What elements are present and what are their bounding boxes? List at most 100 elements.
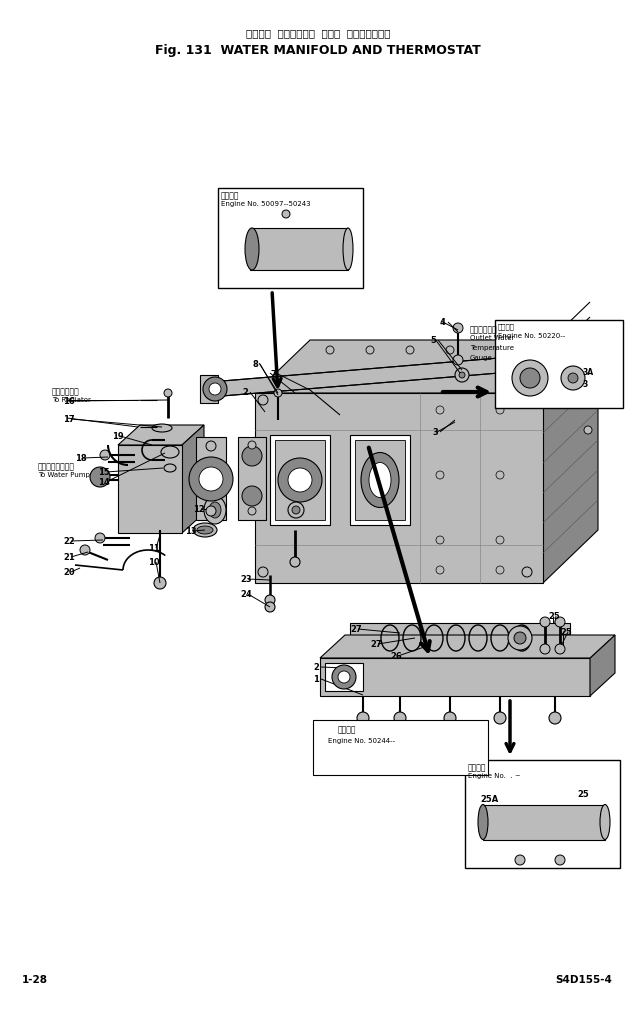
Polygon shape [483, 805, 605, 840]
Bar [320, 658, 590, 696]
Ellipse shape [369, 462, 391, 498]
Circle shape [292, 506, 300, 514]
Text: ウォータ  マニホールド  および  サーモスタット: ウォータ マニホールド および サーモスタット [245, 28, 391, 38]
Text: 2: 2 [313, 663, 319, 672]
Circle shape [209, 383, 221, 395]
Ellipse shape [209, 502, 221, 518]
Text: 25: 25 [560, 628, 572, 637]
Circle shape [514, 632, 526, 644]
Text: 18: 18 [75, 454, 86, 463]
Text: Gauge: Gauge [470, 355, 493, 361]
Circle shape [436, 566, 444, 574]
Text: 1: 1 [313, 675, 319, 684]
Circle shape [522, 395, 532, 405]
Text: 7: 7 [270, 370, 276, 379]
Text: 12: 12 [193, 505, 205, 514]
Circle shape [540, 617, 550, 627]
Bar [325, 663, 363, 691]
Polygon shape [590, 635, 615, 696]
Bar [350, 648, 570, 661]
Circle shape [357, 712, 369, 724]
Text: 21: 21 [63, 553, 75, 562]
Circle shape [206, 506, 216, 516]
Circle shape [80, 545, 90, 555]
Circle shape [555, 644, 565, 654]
Polygon shape [250, 228, 348, 270]
Circle shape [568, 373, 578, 383]
Circle shape [444, 712, 456, 724]
Circle shape [406, 346, 414, 354]
Circle shape [496, 566, 504, 574]
Text: 11: 11 [148, 544, 160, 553]
Circle shape [555, 855, 565, 865]
Circle shape [248, 441, 256, 449]
Circle shape [242, 486, 262, 506]
Bar [495, 320, 623, 408]
Circle shape [154, 577, 166, 589]
Text: 適用号順: 適用号順 [221, 191, 240, 200]
Text: ラジエータへ: ラジエータへ [52, 387, 80, 396]
Circle shape [258, 395, 268, 405]
Text: Outlet Water: Outlet Water [470, 335, 515, 341]
Ellipse shape [245, 228, 259, 270]
Text: 水温計取出口: 水温計取出口 [470, 325, 498, 334]
Text: 25: 25 [577, 790, 589, 799]
Circle shape [512, 360, 548, 396]
Circle shape [515, 855, 525, 865]
Circle shape [199, 467, 223, 491]
Text: 3: 3 [432, 428, 438, 437]
Ellipse shape [343, 228, 353, 270]
Ellipse shape [478, 804, 488, 840]
Circle shape [242, 446, 262, 466]
Circle shape [496, 470, 504, 479]
Text: 16: 16 [63, 397, 75, 406]
Polygon shape [118, 425, 204, 445]
Text: 3A: 3A [583, 368, 594, 377]
Bar [196, 437, 226, 520]
Polygon shape [182, 425, 204, 533]
Text: 4: 4 [440, 318, 446, 327]
Ellipse shape [152, 424, 172, 432]
Circle shape [332, 665, 356, 689]
Circle shape [455, 368, 469, 382]
Circle shape [496, 536, 504, 544]
Bar [118, 445, 182, 533]
Ellipse shape [193, 523, 217, 537]
Text: 適用号順: 適用号順 [338, 725, 357, 734]
Bar [238, 437, 266, 520]
Text: 24: 24 [240, 590, 252, 599]
Circle shape [282, 210, 290, 218]
Bar [313, 720, 488, 775]
Circle shape [496, 406, 504, 414]
Text: 19: 19 [112, 432, 123, 441]
Text: 27: 27 [350, 625, 362, 634]
Text: 適用号順: 適用号順 [468, 763, 487, 772]
Text: 1-28: 1-28 [22, 975, 48, 985]
Circle shape [290, 557, 300, 567]
Bar [270, 435, 330, 525]
Circle shape [436, 406, 444, 414]
Ellipse shape [361, 452, 399, 507]
Text: 適用号順: 適用号順 [498, 323, 515, 330]
Circle shape [561, 366, 585, 390]
Circle shape [274, 389, 282, 397]
Text: 13: 13 [185, 527, 197, 536]
Text: 17: 17 [63, 415, 74, 424]
Text: 23: 23 [240, 575, 252, 584]
Text: To Water Pump: To Water Pump [38, 472, 90, 478]
Ellipse shape [197, 526, 213, 534]
Text: 26: 26 [390, 652, 402, 661]
Circle shape [90, 467, 110, 487]
Circle shape [95, 533, 105, 544]
Circle shape [522, 567, 532, 577]
Circle shape [265, 595, 275, 605]
Text: 14: 14 [98, 478, 110, 487]
Circle shape [164, 389, 172, 397]
Text: Engine No. 50244--: Engine No. 50244-- [328, 738, 395, 744]
Text: 2: 2 [242, 388, 248, 397]
Circle shape [494, 712, 506, 724]
Circle shape [453, 323, 463, 333]
Circle shape [288, 468, 312, 492]
Text: 20: 20 [63, 568, 74, 577]
Bar [355, 440, 405, 520]
